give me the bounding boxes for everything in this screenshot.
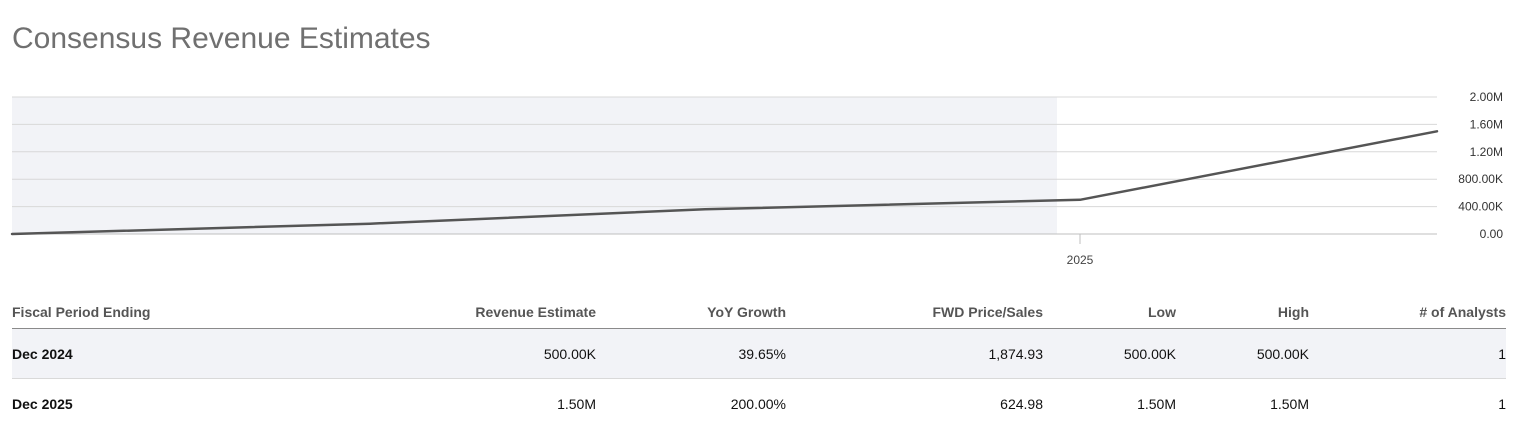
cell-high: 500.00K [1176,328,1309,379]
historical-shade [12,97,1057,234]
page-title: Consensus Revenue Estimates [12,22,431,55]
y-tick-label: 400.00K [1458,200,1503,214]
cell-low: 1.50M [1137,395,1176,412]
col-header-high[interactable]: High [1176,296,1309,329]
cell-fiscal-period: Dec 2024 [12,328,269,379]
table-row: Dec 2025 1.50M 200.00% 624.98 1.50M 1.50… [12,379,1506,429]
cell-revenue-estimate: 500.00K [269,328,596,379]
cell-low: 500.00K [1043,328,1176,379]
cell-num-analysts: 1 [1498,395,1506,412]
cell-yoy-growth: 39.65% [596,328,786,379]
estimates-table: Fiscal Period Ending Revenue Estimate Yo… [12,296,1506,428]
table-row: Dec 2024 500.00K 39.65% 1,874.93 500.00K… [12,328,1506,379]
y-tick-label: 1.60M [1470,117,1503,131]
table-header-row: Fiscal Period Ending Revenue Estimate Yo… [12,296,1506,329]
y-tick-label: 0.00 [1480,227,1504,241]
y-tick-label: 2.00M [1470,90,1503,104]
x-tick-label: 2025 [1067,253,1094,267]
col-header-low[interactable]: Low [1043,296,1176,329]
cell-yoy-growth: 200.00% [730,395,786,412]
col-header-fiscal-period[interactable]: Fiscal Period Ending [12,296,269,329]
col-header-yoy-growth[interactable]: YoY Growth [596,296,786,329]
y-tick-label: 800.00K [1458,172,1503,186]
cell-fwd-price-sales: 1,874.93 [786,328,1043,379]
y-tick-label: 1.20M [1470,145,1503,159]
col-header-num-analysts[interactable]: # of Analysts [1309,296,1506,329]
cell-num-analysts: 1 [1309,328,1506,379]
cell-high: 1.50M [1270,395,1309,412]
cell-revenue-estimate: 1.50M [557,395,596,412]
cell-fiscal-period: Dec 2025 [12,395,73,412]
cell-fwd-price-sales: 624.98 [1000,395,1043,412]
revenue-chart: 0.00 400.00K 800.00K 1.20M 1.60M 2.00M 2025 [10,90,1504,267]
col-header-revenue-estimate[interactable]: Revenue Estimate [269,296,596,329]
col-header-fwd-price-sales[interactable]: FWD Price/Sales [786,296,1043,329]
